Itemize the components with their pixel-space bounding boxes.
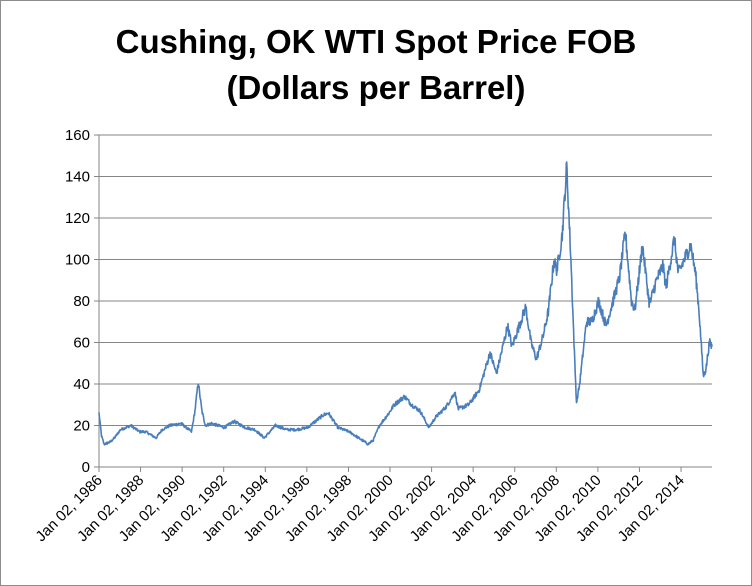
y-tick-label: 100 — [65, 252, 90, 269]
y-tick-label: 120 — [65, 210, 90, 227]
y-tick-labels: 0 20 40 60 80 100 120 140 160 — [65, 127, 90, 476]
chart-title: Cushing, OK WTI Spot Price FOB (Dollars … — [1, 19, 751, 111]
y-tick-label: 160 — [65, 127, 90, 144]
series-layer — [98, 161, 713, 446]
gridlines — [99, 134, 712, 426]
chart-title-line-2: (Dollars per Barrel) — [226, 69, 526, 106]
y-tick-label: 140 — [65, 169, 90, 186]
y-tick-label: 80 — [73, 293, 90, 310]
y-tick-label: 20 — [73, 418, 90, 435]
axes — [94, 134, 712, 472]
series-line-wti-price — [98, 161, 713, 446]
chart-title-line-1: Cushing, OK WTI Spot Price FOB — [115, 23, 637, 60]
y-tick-label: 60 — [73, 335, 90, 352]
y-tick-label: 0 — [82, 459, 90, 476]
y-tick-label: 40 — [73, 376, 90, 393]
